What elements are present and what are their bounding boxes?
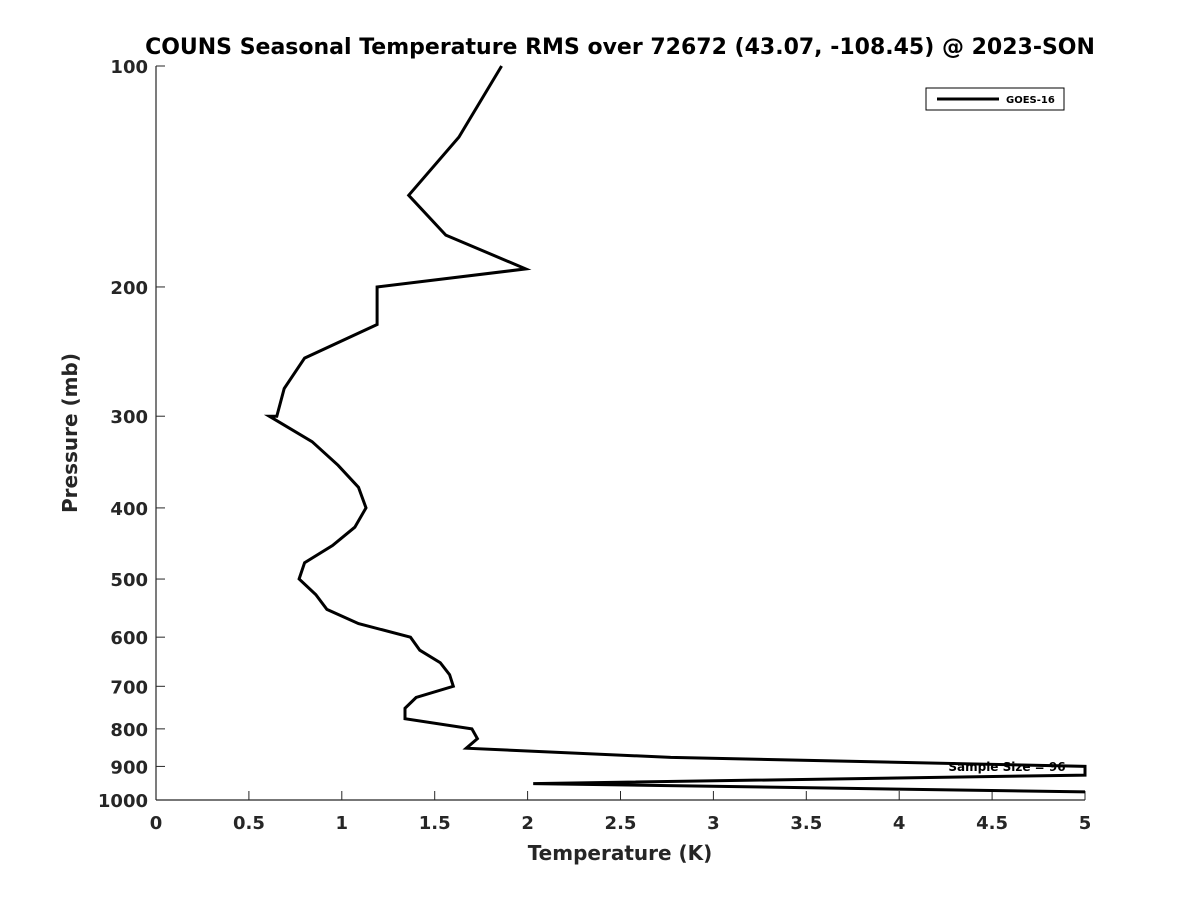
y-tick-label: 900	[110, 757, 148, 778]
x-tick-label: 2.5	[605, 813, 637, 834]
x-ticks: 0 0.5 1 1.5 2 2.5 3 3.5 4 4.5 5	[150, 791, 1092, 834]
y-axis-label: Pressure (mb)	[58, 353, 82, 513]
series-line-goes-16	[263, 65, 1087, 794]
x-tick-label: 2	[521, 813, 534, 834]
x-tick-label: 1.5	[419, 813, 451, 834]
y-tick-label: 600	[110, 628, 148, 649]
x-tick-label: 3	[707, 813, 720, 834]
x-tick-label: 4	[893, 813, 906, 834]
chart-title: COUNS Seasonal Temperature RMS over 7267…	[145, 35, 1095, 60]
y-ticks: 100 200 300 400 500 600 700 800 900 1000	[98, 57, 165, 812]
y-tick-label: 1000	[98, 791, 148, 812]
sample-size-annotation: Sample Size = 96	[948, 760, 1065, 774]
x-tick-label: 5	[1079, 813, 1092, 834]
x-tick-label: 4.5	[976, 813, 1008, 834]
x-tick-label: 0	[150, 813, 163, 834]
y-tick-label: 800	[110, 720, 148, 741]
legend: GOES-16	[925, 87, 1065, 111]
y-tick-label: 700	[110, 677, 148, 698]
x-tick-label: 1	[336, 813, 349, 834]
legend-label-goes-16: GOES-16	[1006, 95, 1055, 106]
y-tick-label: 400	[110, 499, 148, 520]
y-tick-label: 500	[110, 570, 148, 591]
x-tick-label: 3.5	[790, 813, 822, 834]
y-tick-label: 300	[110, 407, 148, 428]
x-tick-label: 0.5	[233, 813, 265, 834]
y-tick-label: 200	[110, 278, 148, 299]
x-axis-label: Temperature (K)	[528, 841, 713, 865]
y-tick-label: 100	[110, 57, 148, 78]
